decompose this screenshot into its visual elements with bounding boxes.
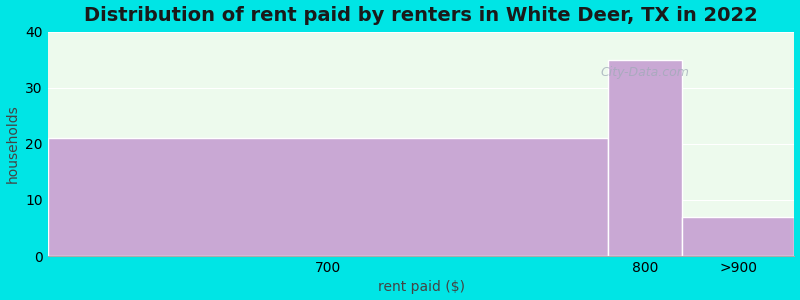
- Bar: [47, 138, 608, 256]
- Text: City-Data.com: City-Data.com: [601, 66, 690, 79]
- X-axis label: rent paid ($): rent paid ($): [378, 280, 465, 294]
- Bar: [608, 60, 682, 256]
- Y-axis label: households: households: [6, 104, 19, 183]
- Title: Distribution of rent paid by renters in White Deer, TX in 2022: Distribution of rent paid by renters in …: [84, 6, 758, 25]
- Bar: [682, 217, 794, 256]
